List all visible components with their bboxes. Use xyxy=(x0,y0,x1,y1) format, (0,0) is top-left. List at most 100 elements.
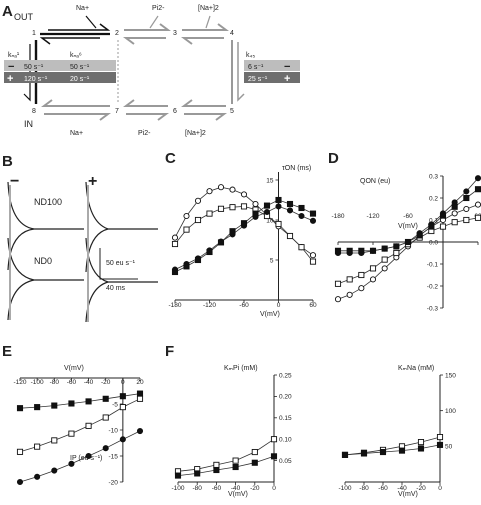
data-point-open-circle xyxy=(183,212,190,220)
data-point-open-circle xyxy=(194,197,202,204)
state-2: 2 xyxy=(115,30,119,37)
nd0-label: ND0 xyxy=(34,256,52,266)
x-tick-label: -20 xyxy=(101,379,111,386)
data-point-filled-square xyxy=(428,223,435,230)
minus-rate-a: 50 s⁻¹ xyxy=(24,64,44,71)
panel-b: B − + ND100 ND0 50 eu s⁻¹ 40 ms xyxy=(2,153,158,323)
top-ion-na2: [Na+]2 xyxy=(198,5,219,12)
d-xlabel: V(mV) xyxy=(398,223,418,230)
data-point-open-square xyxy=(393,249,400,257)
x-tick-label: -120 xyxy=(203,302,216,309)
data-point-filled-square xyxy=(393,243,400,250)
data-point-filled-square xyxy=(85,398,92,405)
y-tick-label: -0.3 xyxy=(427,305,439,312)
data-point-open-square xyxy=(436,434,444,441)
data-point-filled-square xyxy=(232,463,239,471)
data-point-filled-square xyxy=(229,228,236,235)
right-minus-bar xyxy=(244,60,300,71)
data-point-filled-square xyxy=(463,194,470,202)
right-minus-rate: 6 s⁻¹ xyxy=(248,64,264,71)
right-plus-sign: + xyxy=(284,73,290,85)
x-tick-label: -20 xyxy=(250,485,260,492)
panel-a-label: A xyxy=(2,3,13,20)
data-point-filled-circle xyxy=(298,212,305,220)
x-tick-label: -40 xyxy=(231,485,241,492)
x-tick-label: -60 xyxy=(212,485,222,492)
data-point-open-square xyxy=(358,271,365,279)
c-xlabel: V(mV) xyxy=(260,311,280,318)
x-tick-label: -120 xyxy=(366,213,379,220)
state-1: 1 xyxy=(32,30,36,37)
x-tick-label: -180 xyxy=(331,213,344,220)
y-tick-label: 0.3 xyxy=(429,173,438,180)
y-tick-label: 0.20 xyxy=(279,394,292,401)
data-point-open-square xyxy=(171,240,179,248)
y-tick-label: 0.10 xyxy=(279,437,292,444)
plot-c-area: -180 -120 -60 0 60 5 10 15 xyxy=(168,172,317,309)
x-tick-label: -60 xyxy=(403,213,413,220)
plus-rate-b: 20 s⁻¹ xyxy=(70,76,90,83)
panel-a: A OUT IN 1 2 3 4 5 6 7 8 Na+ Pi2- [Na+]2… xyxy=(2,3,300,137)
panel-b-plus: + xyxy=(88,173,97,190)
right-plus-rate: 25 s⁻¹ xyxy=(248,76,268,83)
x-tick-label: -80 xyxy=(192,485,202,492)
data-point-filled-square xyxy=(119,393,126,400)
arrow-5-6 xyxy=(181,99,227,121)
data-point-filled-square xyxy=(341,451,349,458)
data-point-filled-square xyxy=(398,447,406,454)
f-right-xlabel: V(mV) xyxy=(398,491,418,498)
data-point-open-square xyxy=(270,436,278,443)
data-point-filled-square xyxy=(16,405,24,412)
scale-bar xyxy=(99,248,138,280)
data-point-open-square xyxy=(451,219,458,226)
series-line-filled-square xyxy=(177,455,275,476)
state-4: 4 xyxy=(230,30,234,37)
state-7: 7 xyxy=(115,108,119,115)
y-tick-label: 5 xyxy=(270,257,274,264)
k-na1-label: kₙₐ¹ xyxy=(8,52,20,59)
data-point-filled-circle xyxy=(68,460,75,467)
plot-e-area: -120 -100 -80 -60 -40 -20 0 20 -5 -10 -15 -20 xyxy=(13,377,144,486)
e-xlabel: V(mV) xyxy=(64,365,84,372)
series-line-open-square xyxy=(177,438,275,472)
data-point-open-square xyxy=(119,404,126,411)
x-tick-label: -120 xyxy=(13,379,26,386)
top-ion-pi: Pi2- xyxy=(152,5,165,12)
data-point-open-square xyxy=(183,226,190,233)
arrow-4-5 xyxy=(231,40,245,104)
data-point-filled-square xyxy=(451,203,458,210)
panel-b-minus: − xyxy=(10,173,19,190)
data-point-filled-square xyxy=(183,263,190,270)
data-point-open-circle xyxy=(346,291,353,298)
data-point-filled-square xyxy=(439,212,447,219)
f-left-xlabel: V(mV) xyxy=(228,491,248,498)
y-tick-label: 10 xyxy=(266,217,274,224)
data-point-open-square xyxy=(213,461,220,468)
data-point-filled-square xyxy=(286,200,294,208)
arrow-3-4 xyxy=(181,15,229,45)
data-point-filled-square xyxy=(252,210,259,217)
state-6: 6 xyxy=(173,108,177,115)
y-tick-label: -20 xyxy=(108,479,118,486)
minus-sign: − xyxy=(8,61,14,73)
data-point-open-circle xyxy=(206,188,213,195)
x-tick-label: 0 xyxy=(121,379,125,386)
bottom-ion-na2: [Na+]2 xyxy=(185,130,206,137)
x-tick-label: -100 xyxy=(338,485,351,492)
data-point-filled-square xyxy=(171,268,179,276)
arrow-2-3 xyxy=(123,15,171,45)
plot-f-left-area: -100 -80 -60 -40 -20 0 0.25 0.20 0.15 0.10 0.05 xyxy=(171,372,292,492)
y-tick-label: 15 xyxy=(266,177,274,184)
trace-plus-nd0 xyxy=(85,235,158,323)
data-point-open-square xyxy=(217,205,225,212)
data-point-open-square xyxy=(286,232,294,240)
x-tick-label: -100 xyxy=(171,485,184,492)
arrow-6-7 xyxy=(123,99,169,121)
state-5: 5 xyxy=(230,108,234,115)
x-tick-label: -100 xyxy=(31,379,44,386)
data-point-open-square xyxy=(381,256,388,263)
data-point-filled-square xyxy=(417,445,425,452)
data-point-filled-square xyxy=(275,196,282,204)
plus-sign: + xyxy=(7,73,13,85)
